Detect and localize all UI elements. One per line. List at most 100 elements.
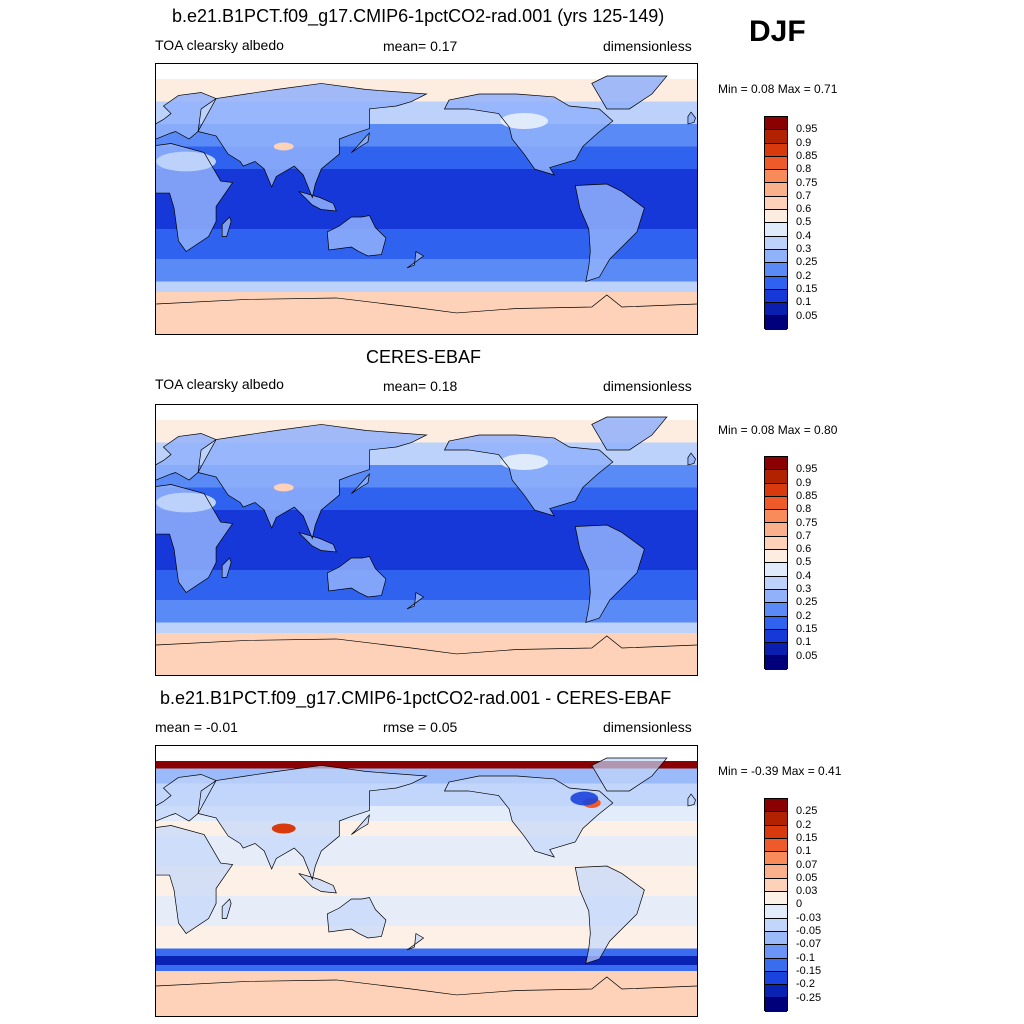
colorbar-swatch [765,303,787,317]
colorbar-swatch [765,799,787,813]
latitude-band [156,971,697,1016]
panel-3-mean-label: mean = -0.01 [155,719,238,735]
colorbar-swatch [765,117,787,131]
colorbar-swatch [765,825,787,839]
coastline [687,452,696,466]
colorbar-tick-label: 0.2 [796,818,812,831]
colorbar-swatch [765,143,787,157]
land-area [298,873,337,894]
plateau-region [273,142,294,151]
colorbar-swatch [765,852,787,866]
coastline [156,433,217,481]
colorbar-tick-label: 0 [796,898,803,911]
colorbar-tick-label: 0.75 [796,176,818,189]
colorbar-tick-label: 0.8 [796,163,812,176]
coastline [298,873,337,894]
colorbar-swatch [765,865,787,879]
coastline [156,774,217,822]
colorbar-swatch [765,249,787,264]
colorbar-swatch [765,223,787,237]
coastline [687,111,696,125]
map-svg [156,746,697,1016]
latitude-band [156,761,697,769]
coastline [298,191,337,212]
colorbar-swatch [765,210,787,224]
panel-1-units-label: dimensionless [603,38,692,54]
colorbar-swatch [765,196,787,211]
coastline [156,92,217,140]
coastline [326,897,387,939]
coastline [574,524,645,624]
panel-2-variable-label: TOA clearsky albedo [155,376,284,392]
colorbar-swatches [764,116,788,330]
latitude-band [156,259,697,282]
colorbar-tick-label: 0.05 [796,871,818,884]
colorbar-tick-label: 0.1 [796,296,812,309]
land-area [156,825,233,934]
coastline [591,416,668,451]
colorbar-tick-label: 0.25 [796,805,818,818]
land-area [298,532,337,553]
land-area [327,215,386,256]
panel-1-variable-label: TOA clearsky albedo [155,37,284,53]
panel-1-title: b.e21.B1PCT.f09_g17.CMIP6-1pctCO2-rad.00… [172,6,665,26]
latitude-band [156,281,697,293]
land-area [591,76,667,109]
colorbar-swatch [765,536,787,551]
coastline [197,83,428,199]
colorbar-swatch [765,643,787,657]
colorbar-tick-label: 0.03 [796,885,818,898]
land-area [444,434,613,516]
colorbar-swatch [765,998,787,1012]
colorbar-swatch [765,576,787,590]
colorbar-tick-label: 0.2 [796,269,812,282]
anomaly-patch [570,791,599,806]
colorbar-tick-label: 0.15 [796,282,818,295]
colorbar-swatch [765,892,787,906]
colorbar-swatch [765,945,787,959]
colorbar-swatch [765,931,787,946]
colorbar-tick-label: -0.07 [796,938,822,951]
map-svg [156,64,697,334]
colorbar-swatch [765,236,787,250]
colorbar-swatch [765,905,787,919]
panel-2-title: CERES-EBAF [366,347,482,367]
snow-region [500,454,549,470]
colorbar-tick-label: 0.85 [796,149,818,162]
panel-2-units-label: dimensionless [603,378,692,394]
coastline [221,557,232,578]
colorbar-swatch [765,483,787,497]
panel-1-minmax: Min = 0.08 Max = 0.71 [718,82,838,96]
colorbar-tick-label: 0.6 [796,203,812,216]
land-area [687,794,696,806]
coastline [443,775,614,858]
season-label: DJF [749,15,806,48]
coastline [156,294,697,314]
colorbar-tick-label: 0.8 [796,503,812,516]
coastline [298,532,337,553]
land-area [687,112,696,124]
latitude-band [156,600,697,623]
land-area [156,774,217,822]
coastline [687,793,696,807]
colorbar-swatch [765,629,787,644]
land-area [222,216,232,237]
coastline [574,865,645,965]
coastline [156,635,697,655]
coastline [221,898,232,919]
latitude-band [156,405,697,421]
latitude-band [156,746,697,762]
colorbar-tick-label: 0.1 [796,845,812,858]
panel-1-mean-label: mean= 0.17 [383,38,458,54]
coastline [406,591,425,610]
colorbar-swatch [765,276,787,290]
colorbar-tick-label: 0.3 [796,583,812,595]
anomaly-patch [271,823,296,834]
panel-3-rmse-label: rmse = 0.05 [383,719,458,735]
coastline [443,93,614,176]
colorbar-swatch [765,918,787,932]
panel-3-units-label: dimensionless [603,719,692,735]
colorbar-swatch [765,563,787,577]
coastline [197,765,428,881]
colorbar-tick-label: 0.5 [796,556,812,569]
